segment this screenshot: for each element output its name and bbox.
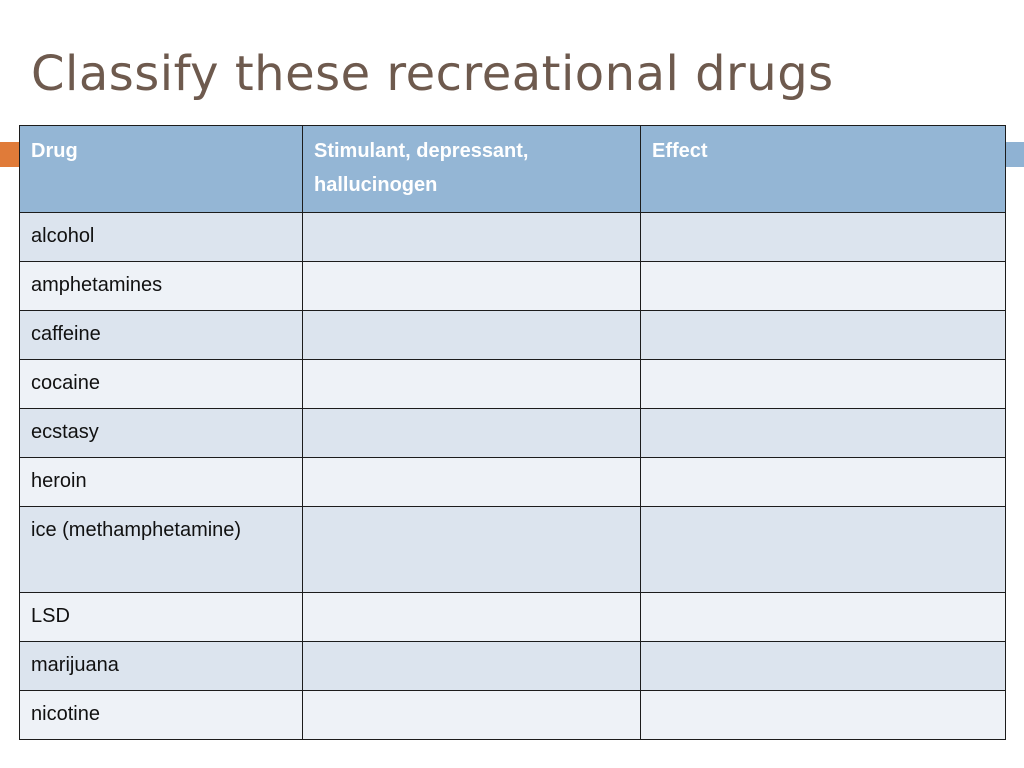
drug-cell: marijuana	[19, 641, 303, 691]
table-row: nicotine	[19, 690, 1006, 740]
header-classification: Stimulant, depressant, hallucinogen	[302, 125, 641, 213]
drug-cell: alcohol	[19, 212, 303, 262]
table-row: cocaine	[19, 359, 1006, 409]
header-effect: Effect	[640, 125, 1006, 213]
effect-cell[interactable]	[640, 641, 1006, 691]
header-drug: Drug	[19, 125, 303, 213]
effect-cell[interactable]	[640, 310, 1006, 360]
effect-cell[interactable]	[640, 506, 1006, 593]
classification-cell[interactable]	[302, 261, 641, 311]
drug-cell: cocaine	[19, 359, 303, 409]
classification-cell[interactable]	[302, 592, 641, 642]
classification-cell[interactable]	[302, 457, 641, 507]
drug-cell: heroin	[19, 457, 303, 507]
drug-cell: LSD	[19, 592, 303, 642]
drug-cell: nicotine	[19, 690, 303, 740]
table-row: amphetamines	[19, 261, 1006, 311]
effect-cell[interactable]	[640, 408, 1006, 458]
accent-bar-right	[1002, 142, 1024, 167]
classification-cell[interactable]	[302, 641, 641, 691]
classification-cell[interactable]	[302, 506, 641, 593]
accent-bar-left	[0, 142, 22, 167]
classification-cell[interactable]	[302, 212, 641, 262]
classification-cell[interactable]	[302, 408, 641, 458]
drug-cell: amphetamines	[19, 261, 303, 311]
table-row: heroin	[19, 457, 1006, 507]
classification-cell[interactable]	[302, 359, 641, 409]
drug-cell: ice (methamphetamine)	[19, 506, 303, 593]
drug-cell: caffeine	[19, 310, 303, 360]
classification-cell[interactable]	[302, 310, 641, 360]
table-row: LSD	[19, 592, 1006, 642]
table-row: marijuana	[19, 641, 1006, 691]
classification-cell[interactable]	[302, 690, 641, 740]
table-row: ice (methamphetamine)	[19, 506, 1006, 593]
table-row: ecstasy	[19, 408, 1006, 458]
effect-cell[interactable]	[640, 690, 1006, 740]
drug-classification-table: Drug Stimulant, depressant, hallucinogen…	[19, 125, 1006, 740]
table-row: caffeine	[19, 310, 1006, 360]
drug-cell: ecstasy	[19, 408, 303, 458]
effect-cell[interactable]	[640, 212, 1006, 262]
effect-cell[interactable]	[640, 261, 1006, 311]
effect-cell[interactable]	[640, 457, 1006, 507]
effect-cell[interactable]	[640, 592, 1006, 642]
table-row: alcohol	[19, 212, 1006, 262]
table-header-row: Drug Stimulant, depressant, hallucinogen…	[19, 125, 1006, 213]
effect-cell[interactable]	[640, 359, 1006, 409]
slide-title: Classify these recreational drugs	[31, 46, 834, 102]
